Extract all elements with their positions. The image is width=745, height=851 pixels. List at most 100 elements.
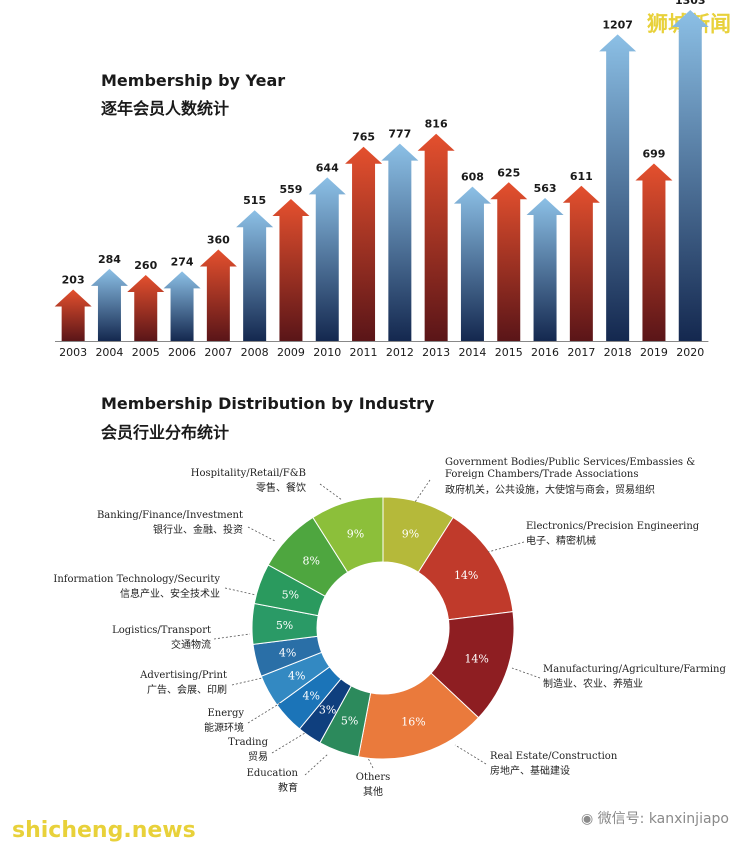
wechat-icon: ◉ [580, 811, 598, 827]
slice-percent-label: 14% [454, 569, 478, 582]
slice-percent-label: 8% [302, 555, 319, 568]
bar-2013 [417, 133, 455, 341]
slice-percent-label: 9% [347, 527, 364, 540]
bar-value-label: 559 [279, 183, 302, 196]
donut-chart: 9% Government Bodies/Public Services/Emba… [53, 457, 726, 798]
bar-category-label: 2019 [640, 346, 668, 359]
bar-value-label: 765 [352, 131, 375, 144]
slice-percent-label: 4% [302, 689, 319, 702]
slice-percent-label: 4% [279, 646, 296, 659]
watermark-bottom: shicheng.news [12, 818, 196, 843]
bar-chart: 203 2003 284 2004 260 2005 274 2006 360 2007 515 20… [54, 0, 709, 359]
pie-chart-title: Membership Distribution by Industry [101, 394, 435, 413]
slice-legend-en: Advertising/Print [139, 670, 227, 681]
bar-2003 [54, 289, 92, 341]
bar-value-label: 608 [461, 171, 484, 184]
leader-line [231, 677, 263, 686]
bar-category-label: 2013 [422, 346, 450, 359]
slice-legend-en: Energy [208, 708, 245, 719]
bar-value-label: 274 [171, 255, 194, 268]
slice-legend-zh: 信息产业、安全技术业 [120, 587, 220, 600]
bar-category-label: 2020 [676, 346, 704, 359]
slice-legend-zh: 教育 [278, 781, 298, 794]
bar-category-label: 2014 [458, 346, 486, 359]
bar-value-label: 284 [98, 253, 121, 266]
leader-line [247, 701, 283, 724]
slice-legend-zh: 房地产、基础建设 [490, 764, 570, 777]
slice-percent-label: 4% [288, 669, 305, 682]
bar-category-label: 2008 [241, 346, 269, 359]
slice-legend-zh: 零售、餐饮 [256, 481, 306, 494]
bar-2017 [562, 185, 600, 341]
bar-category-label: 2007 [204, 346, 232, 359]
slice-legend-en: Information Technology/Security [53, 574, 220, 585]
bar-value-label: 260 [134, 259, 157, 272]
bar-2010 [308, 177, 346, 341]
slice-legend-en: Manufacturing/Agriculture/Farming [543, 664, 726, 675]
slice-legend-en: Education [247, 768, 299, 779]
wechat-id-text: 微信号: kanxinjiapo [597, 811, 729, 827]
bar-category-label: 2004 [95, 346, 123, 359]
slice-legend-en: Banking/Finance/Investment [97, 510, 243, 521]
slice-legend-en: Logistics/Transport [112, 625, 211, 636]
slice-percent-label: 5% [341, 715, 358, 728]
bar-category-label: 2012 [386, 346, 414, 359]
bar-value-label: 699 [642, 147, 665, 160]
bar-2006 [163, 271, 201, 341]
leader-line [319, 483, 343, 501]
slice-legend-zh: 能源环境 [204, 721, 244, 734]
bar-category-label: 2015 [495, 346, 523, 359]
slice-legend-en: Others [356, 772, 391, 783]
leader-line [213, 633, 251, 640]
leader-line [414, 479, 431, 503]
slice-percent-label: 14% [464, 652, 488, 665]
bar-value-label: 515 [243, 194, 266, 207]
bar-2014 [453, 186, 491, 341]
bar-value-label: 777 [388, 128, 411, 141]
bar-chart-subtitle: 逐年会员人数统计 [101, 99, 230, 118]
bar-2016 [526, 197, 564, 341]
bar-category-label: 2011 [350, 346, 378, 359]
leader-line [247, 526, 276, 542]
bar-category-label: 2010 [313, 346, 341, 359]
leader-line [511, 667, 541, 679]
leader-line [367, 757, 374, 769]
donut-slice [312, 496, 384, 573]
slice-legend-zh: 贸易 [248, 751, 268, 763]
bar-2008 [236, 210, 274, 341]
bar-value-label: 816 [425, 118, 448, 131]
slice-legend-zh: 交通物流 [171, 638, 211, 651]
bar-chart-title: Membership by Year [101, 71, 286, 90]
bar-category-label: 2003 [59, 346, 87, 359]
bar-category-label: 2006 [168, 346, 196, 359]
slice-percent-label: 3% [319, 703, 336, 716]
bar-category-label: 2016 [531, 346, 559, 359]
bar-value-label: 625 [497, 166, 520, 179]
leader-line [271, 732, 306, 754]
slice-legend-zh: 电子、精密机械 [526, 534, 596, 547]
bar-value-label: 563 [534, 182, 557, 195]
slice-legend-en: Government Bodies/Public Services/Embass… [445, 457, 695, 468]
leader-line [304, 753, 329, 776]
slice-legend-zh: 其他 [363, 785, 383, 798]
bar-2007 [199, 249, 237, 341]
bar-2012 [381, 143, 419, 341]
bar-value-label: 360 [207, 234, 230, 247]
slice-legend-en: Electronics/Precision Engineering [526, 521, 700, 532]
bar-value-label: 611 [570, 170, 593, 183]
slice-legend-zh: 广告、会展、印刷 [147, 683, 227, 696]
bar-value-label: 644 [316, 161, 339, 174]
bar-2018 [599, 34, 637, 342]
bar-2015 [490, 182, 528, 341]
slice-percent-label: 5% [282, 589, 299, 602]
bar-2020 [671, 10, 709, 342]
slice-percent-label: 9% [402, 527, 419, 540]
leader-line [454, 744, 487, 765]
slice-percent-label: 5% [276, 619, 293, 632]
bar-category-label: 2009 [277, 346, 305, 359]
slice-legend-en: Real Estate/Construction [490, 751, 618, 762]
bar-2005 [127, 274, 165, 341]
bar-2011 [345, 146, 383, 341]
leader-line [224, 587, 257, 596]
bar-category-label: 2005 [132, 346, 160, 359]
